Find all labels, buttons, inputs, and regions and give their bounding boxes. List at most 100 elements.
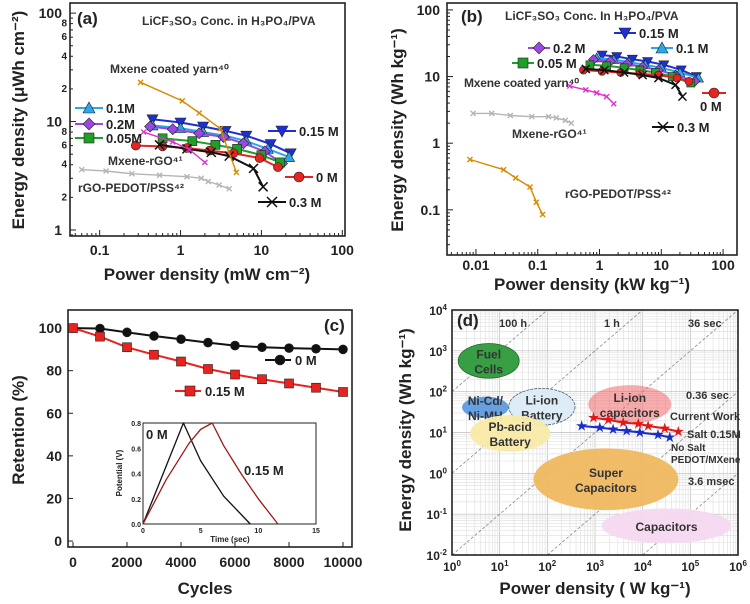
data-point [533,199,540,206]
data-point [216,181,223,188]
series-No-Salt-PEDOT-MXene [576,420,676,443]
y-tick-label: 4 [61,160,67,171]
data-point [677,92,687,102]
region-label: Cells [474,362,503,376]
y-tick-label: 20 [46,490,62,506]
exponent: 4 [647,559,652,568]
legend-item: 0.15 M [614,26,679,41]
panel-label: (b) [461,7,483,26]
data-point [596,50,608,61]
exponent: 2 [443,385,448,394]
annotation-mxene-yarn: Mxene coated yarn⁴⁰ [110,62,229,76]
inset-y-tick-label: 0.4 [131,472,141,479]
panel-label: (d) [457,311,479,330]
inset-chart: 0 5 10 15 0.0 0.2 0.4 0.6 0.8 Time (sec) Potential… [115,421,320,544]
data-point [166,123,179,136]
data-point [128,170,135,177]
data-point [201,159,208,166]
y-tick-label: 2 [61,84,67,95]
panel-b: 0.01 0.1 1 10 100 0.1 1 10 100 Energy density (Wh… [388,2,738,294]
legend-marker [657,121,669,133]
x-axis-label: Power density (mW cm⁻²) [104,265,310,284]
data-point [176,356,186,367]
series-0-M [68,323,348,355]
x-tick-label: 101 [491,559,509,574]
annotation-mxene-yarn: Mxene coated yarn⁴⁰ [464,76,579,90]
inset-x-axis-label: Time (sec) [210,535,250,544]
data-point [224,151,235,162]
data-point [144,120,156,133]
region-ellipse [457,343,520,379]
data-point [642,420,654,431]
data-point [257,342,267,353]
data-point [664,431,676,443]
data-point [594,421,606,433]
data-point [528,113,535,120]
data-point [593,89,600,96]
chart-title: LiCF₃SO₃ Conc. In H₃PO₄/PVA [505,9,679,23]
data-point [684,76,694,86]
legend-item: 0.05 M [512,56,577,71]
annotation-mxene-rgo: Mxene-rGO⁴¹ [512,127,587,141]
inset-frame [142,422,317,525]
x-tick-label: 1 [596,257,604,273]
legend-item: 0.1 M [651,41,709,56]
y-tick-label: 100 [39,5,63,21]
data-point [205,178,212,185]
data-point [621,424,633,436]
data-point [103,167,110,174]
data-point [607,423,619,435]
series-0-3-M [581,64,687,102]
data-point [198,175,205,182]
y-tick-label: 1 [54,222,62,238]
panel-label: (c) [324,316,345,335]
data-point [311,343,321,354]
y-tick-label: 100 [429,466,447,481]
region-label: Capacitors [635,520,697,534]
legend-label: 0.15 M [299,124,339,139]
legend-marker [82,101,96,114]
data-point [233,169,240,176]
data-point [568,120,575,127]
annotation-salt: Salt 0.15M [687,429,741,441]
region-label: Li-ion [526,393,559,407]
inset-series-line [142,422,251,525]
y-tick-label: 100 [39,320,63,336]
inset-label-015m: 0.15 M [244,463,284,478]
y-tick-label: 1 [432,135,440,151]
annotation-current-work: Current Work [670,411,741,423]
data-point [562,117,569,124]
y-tick-label: 104 [429,303,447,318]
legend-marker [83,132,95,144]
region-label: capacitors [600,406,660,420]
series-Mxene-coated-yarn- [566,83,617,107]
region-ni-cd-ni-mh: Ni-Cd/Ni-MH [462,394,509,423]
inset-y-tick-label: 0.2 [131,497,141,504]
legend-marker [293,171,305,183]
data-point [257,374,267,385]
data-point [545,113,552,120]
series-line [159,143,264,188]
data-point [672,73,682,83]
data-point [338,344,348,355]
data-point [512,175,519,182]
legend-label: 0.2 M [553,41,586,56]
y-axis-label: Energy density (Wh kg⁻¹) [388,28,407,232]
region-ellipse [601,508,732,544]
y-axis-label: Energy density (μWh cm⁻²) [9,11,28,230]
data-point [507,112,514,119]
data-point [230,340,240,351]
time-label: 36 sec [688,318,722,330]
data-point [311,382,321,393]
legend-label: 0 M [700,99,722,114]
data-point [179,97,186,104]
region-label: Ni-Cd/ [468,394,504,408]
x-tick-label: 1 [177,242,185,258]
plot-frame [446,2,738,256]
data-point [581,64,591,74]
data-point [634,426,646,438]
y-tick-label: 6 [61,141,67,152]
y-tick-label: 8 [61,127,67,138]
